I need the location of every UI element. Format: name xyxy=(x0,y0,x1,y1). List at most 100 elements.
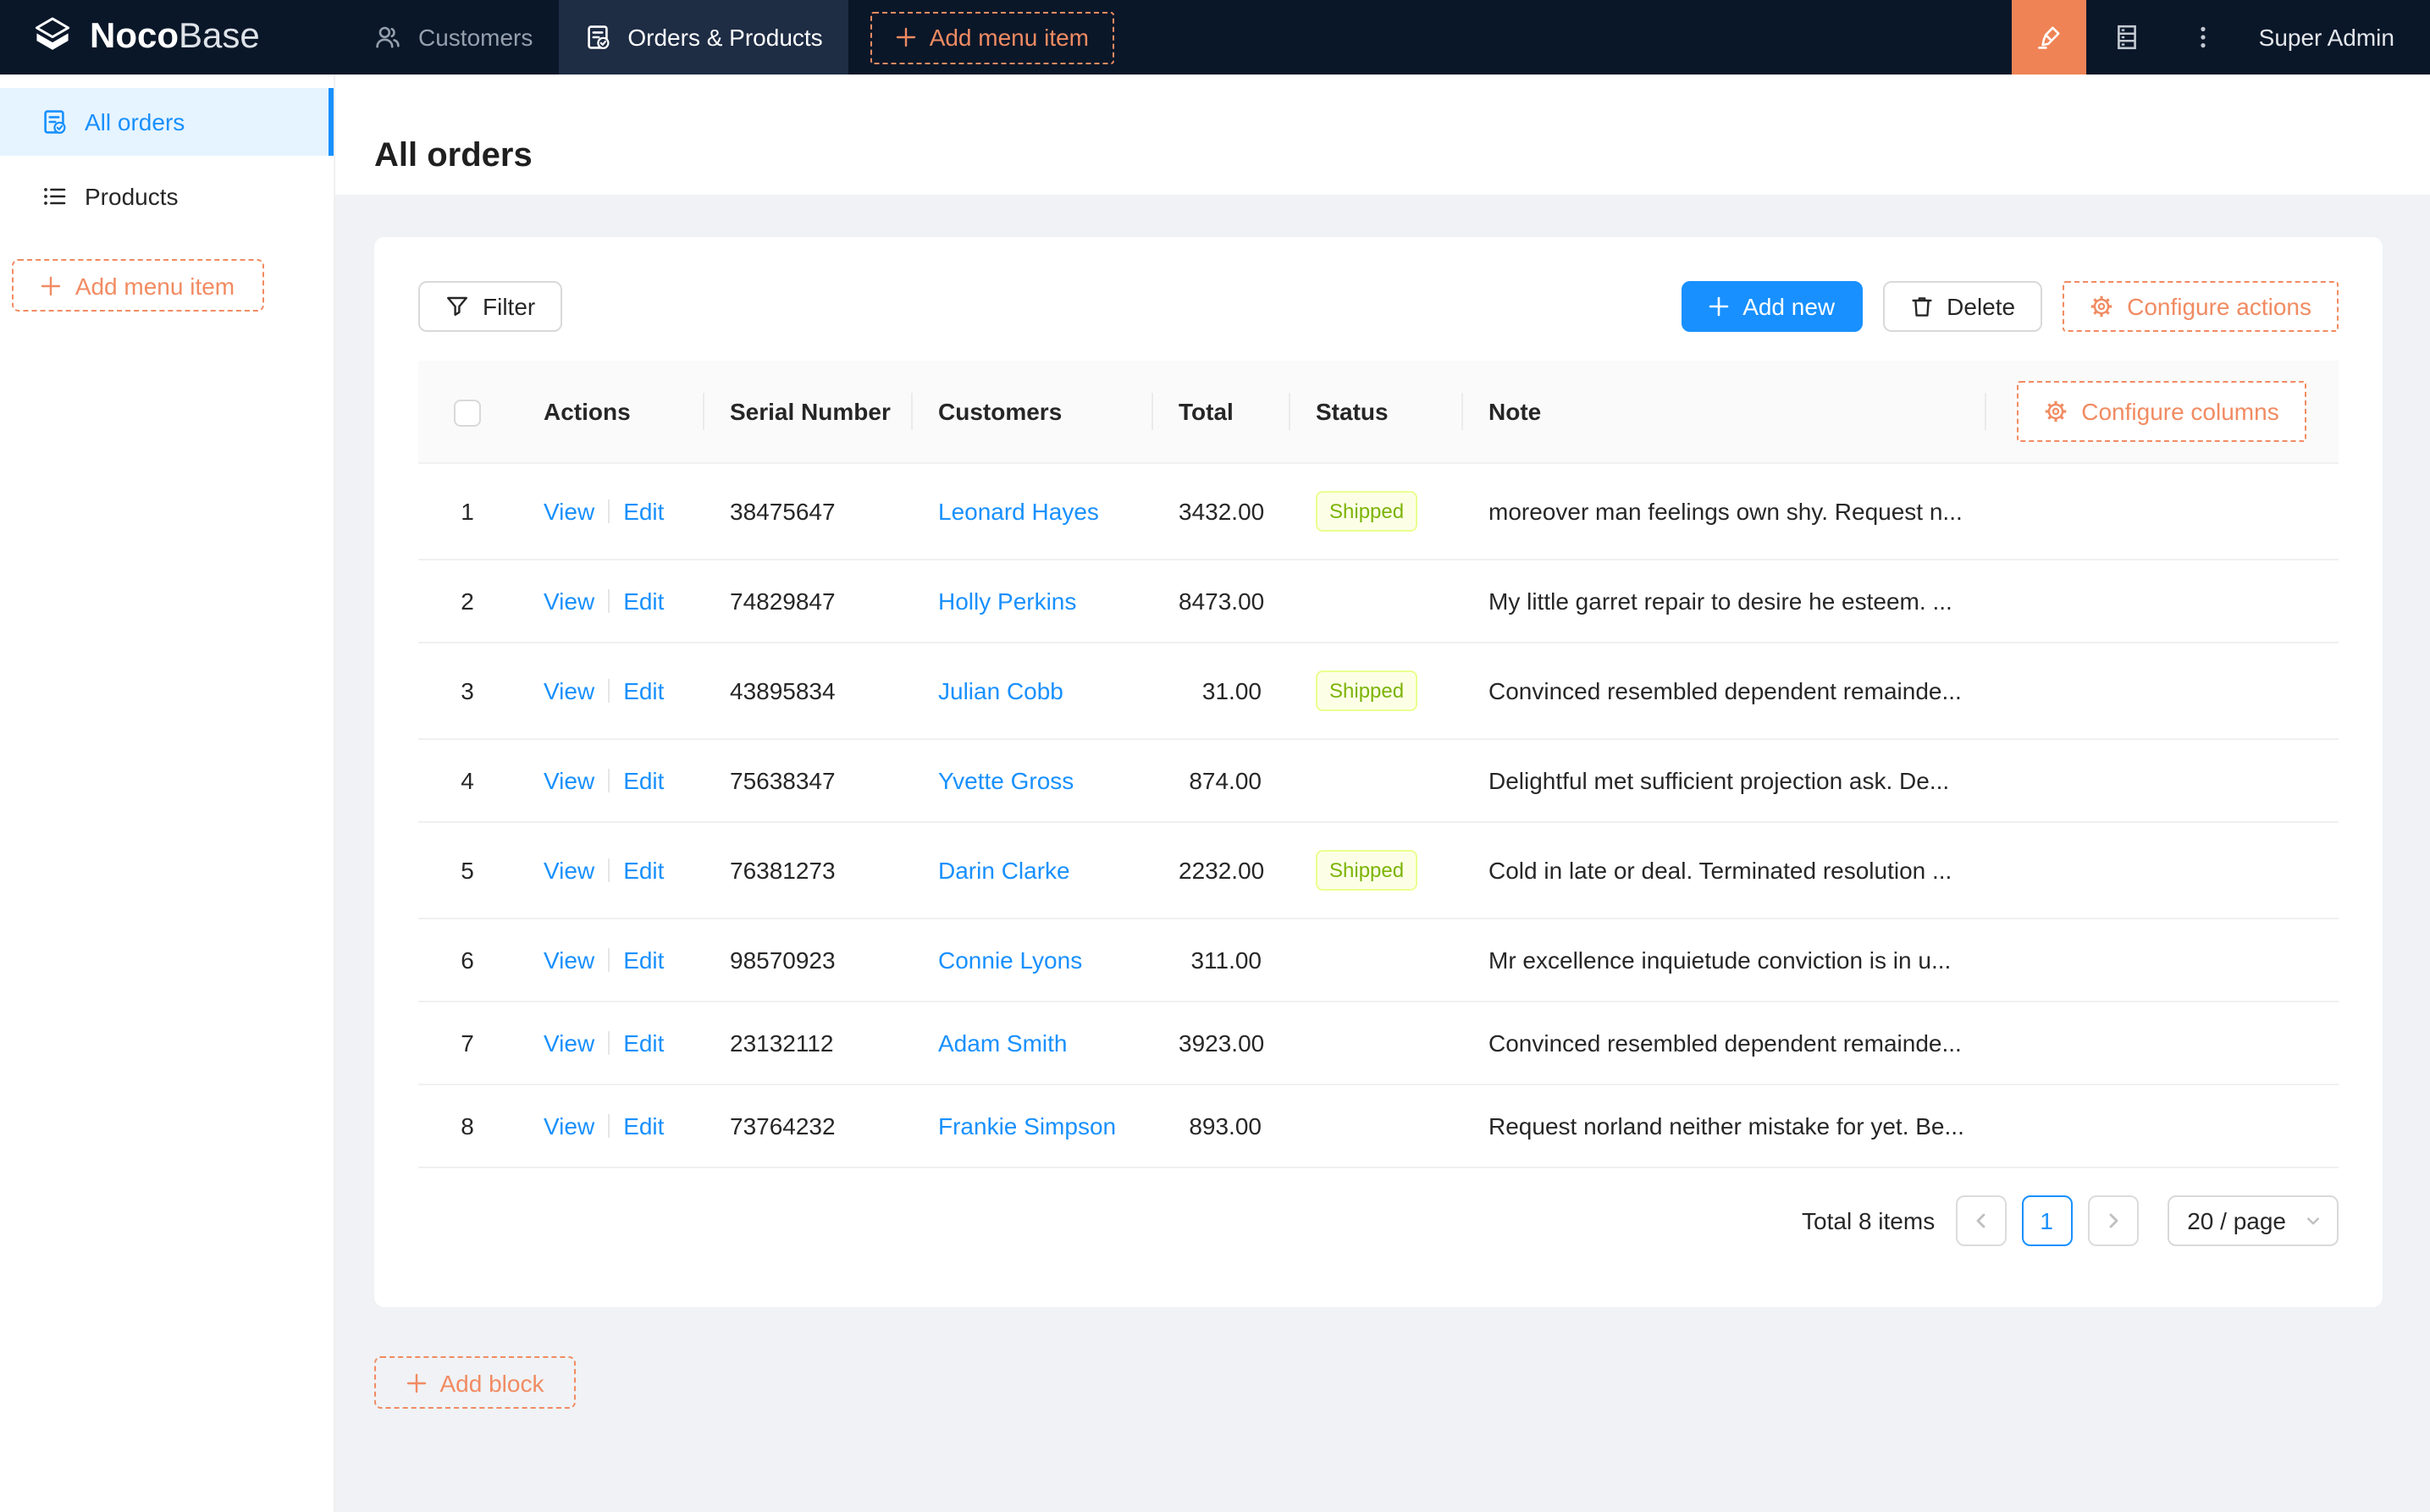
nav-tab-orders-products[interactable]: Orders & Products xyxy=(558,0,848,74)
add-new-button[interactable]: Add new xyxy=(1682,281,1863,332)
customer-link[interactable]: Darin Clarke xyxy=(938,857,1070,884)
edit-link[interactable]: Edit xyxy=(623,677,665,704)
page-size-select[interactable]: 20 / page xyxy=(2167,1195,2339,1246)
edit-link[interactable]: Edit xyxy=(623,946,665,974)
pagination-total: Total 8 items xyxy=(1802,1207,1936,1234)
table-toolbar: Filter Add new xyxy=(418,281,2339,332)
serial-number-cell: 23132112 xyxy=(703,1002,911,1085)
customer-link[interactable]: Yvette Gross xyxy=(938,767,1074,794)
navbar-right-cluster: Super Admin xyxy=(2011,0,2430,74)
ui-editor-button[interactable] xyxy=(2011,0,2086,74)
nav-tab-customers[interactable]: Customers xyxy=(349,0,558,74)
add-menu-item-button-nav[interactable]: Add menu item xyxy=(870,11,1115,63)
edit-link[interactable]: Edit xyxy=(623,1112,665,1140)
delete-button[interactable]: Delete xyxy=(1882,281,2043,332)
table-row: 8 View Edit 73764232 Frankie Simpson 893.… xyxy=(418,1084,2339,1168)
more-actions-button[interactable] xyxy=(2168,0,2239,74)
add-block-button[interactable]: Add block xyxy=(374,1356,576,1409)
note-cell: Cold in late or deal. Terminated resolut… xyxy=(1461,822,1985,919)
pagination-prev-button[interactable] xyxy=(1955,1195,2007,1246)
add-menu-item-button-sidebar[interactable]: Add menu item xyxy=(12,259,264,312)
edit-link[interactable]: Edit xyxy=(623,857,665,884)
serial-number-cell: 76381273 xyxy=(703,822,911,919)
gear-icon xyxy=(2090,295,2113,318)
customer-link[interactable]: Adam Smith xyxy=(938,1029,1068,1057)
view-link[interactable]: View xyxy=(544,767,595,794)
view-link[interactable]: View xyxy=(544,677,595,704)
configure-actions-button[interactable]: Configure actions xyxy=(2063,281,2339,332)
select-all-checkbox[interactable] xyxy=(454,399,481,427)
row-index: 6 xyxy=(418,919,516,1002)
view-link[interactable]: View xyxy=(544,588,595,615)
nav-tab-label: Orders & Products xyxy=(627,24,823,51)
filter-icon xyxy=(445,295,469,318)
action-divider xyxy=(608,858,610,882)
note-cell: Convinced resembled dependent remainde..… xyxy=(1461,643,1985,740)
sidebar-item-all-orders[interactable]: All orders xyxy=(0,88,334,156)
sidebar-item-products[interactable]: Products xyxy=(0,163,334,230)
action-divider xyxy=(608,948,610,972)
total-cell: 893.00 xyxy=(1151,1084,1289,1168)
view-link[interactable]: View xyxy=(544,946,595,974)
note-cell: Mr excellence inquietude conviction is i… xyxy=(1461,919,1985,1002)
nav-tab-label: Customers xyxy=(418,24,533,51)
plugin-manager-button[interactable] xyxy=(2086,0,2168,74)
main-area: All orders Filter xyxy=(335,74,2430,1512)
trash-icon xyxy=(1909,295,1933,318)
status-badge: Shipped xyxy=(1316,850,1418,891)
customers-icon xyxy=(374,24,401,51)
action-divider xyxy=(608,589,610,613)
edit-link[interactable]: Edit xyxy=(623,767,665,794)
action-divider xyxy=(608,679,610,703)
customer-link[interactable]: Frankie Simpson xyxy=(938,1112,1117,1140)
column-header-status: Status xyxy=(1289,361,1461,464)
view-link[interactable]: View xyxy=(544,498,595,525)
view-link[interactable]: View xyxy=(544,1112,595,1140)
view-link[interactable]: View xyxy=(544,1029,595,1057)
view-link[interactable]: View xyxy=(544,857,595,884)
table-row: 4 View Edit 75638347 Yvette Gross 874.00 … xyxy=(418,739,2339,823)
column-header-note: Note xyxy=(1461,361,1985,464)
total-cell: 3923.00 xyxy=(1151,1002,1289,1085)
status-badge: Shipped xyxy=(1316,491,1418,532)
customer-link[interactable]: Leonard Hayes xyxy=(938,498,1099,525)
row-index: 7 xyxy=(418,1002,516,1085)
serial-number-cell: 43895834 xyxy=(703,643,911,740)
serial-number-cell: 74829847 xyxy=(703,560,911,643)
total-cell: 3432.00 xyxy=(1151,463,1289,560)
table-row: 2 View Edit 74829847 Holly Perkins 8473.0… xyxy=(418,560,2339,643)
page-title: All orders xyxy=(374,137,533,174)
total-cell: 8473.00 xyxy=(1151,560,1289,643)
pagination: Total 8 items 1 20 / page xyxy=(418,1195,2339,1246)
pagination-next-button[interactable] xyxy=(2087,1195,2139,1246)
pagination-page-1[interactable]: 1 xyxy=(2021,1195,2073,1246)
customer-link[interactable]: Holly Perkins xyxy=(938,588,1077,615)
table-row: 1 View Edit 38475647 Leonard Hayes 3432.0… xyxy=(418,463,2339,560)
chevron-left-icon xyxy=(1970,1211,1991,1231)
app-logo: NocoBase xyxy=(0,0,335,74)
logo-cube-icon xyxy=(30,15,75,59)
top-navbar: NocoBase Customers xyxy=(0,0,2430,74)
edit-link[interactable]: Edit xyxy=(623,588,665,615)
serial-number-cell: 73764232 xyxy=(703,1084,911,1168)
sidebar: All orders Products Add menu item xyxy=(0,74,335,1512)
row-index: 1 xyxy=(418,463,516,560)
customer-link[interactable]: Connie Lyons xyxy=(938,946,1083,974)
user-menu[interactable]: Super Admin xyxy=(2258,24,2394,51)
edit-link[interactable]: Edit xyxy=(623,1029,665,1057)
configure-columns-button[interactable]: Configure columns xyxy=(2017,381,2306,442)
page-content: Filter Add new xyxy=(335,195,2430,1512)
customer-link[interactable]: Julian Cobb xyxy=(938,677,1063,704)
column-header-customers: Customers xyxy=(911,361,1151,464)
total-cell: 311.00 xyxy=(1151,919,1289,1002)
filter-button[interactable]: Filter xyxy=(418,281,563,332)
edit-link[interactable]: Edit xyxy=(623,498,665,525)
row-index: 8 xyxy=(418,1084,516,1168)
column-header-total: Total xyxy=(1151,361,1289,464)
action-divider xyxy=(608,1114,610,1138)
note-cell: moreover man feelings own shy. Request n… xyxy=(1461,463,1985,560)
note-cell: My little garret repair to desire he est… xyxy=(1461,560,1985,643)
page-header: All orders xyxy=(335,74,2430,195)
orders-table: Actions Serial Number Customers Total St… xyxy=(418,361,2339,1168)
